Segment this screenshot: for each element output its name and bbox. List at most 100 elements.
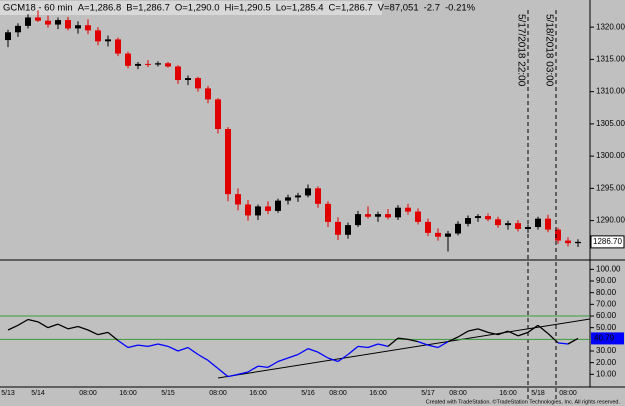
candle-body (235, 194, 241, 205)
candle-body (375, 214, 381, 217)
candle-body (145, 63, 151, 65)
candle-body (325, 203, 331, 222)
indicator-segment (417, 341, 429, 346)
indicator-segment (387, 337, 399, 347)
indicator-segment (567, 337, 579, 345)
indicator-segment (507, 330, 519, 337)
candle-body (205, 88, 211, 100)
candle-body (395, 207, 401, 218)
header-item: -2.7 (424, 3, 440, 14)
candle-body (5, 32, 11, 41)
indicator-segment (197, 353, 209, 361)
y-tick-label: 80.00 (596, 288, 617, 297)
indicator-segment (347, 345, 359, 356)
x-tick-label: 16:00 (249, 390, 267, 397)
candle-body (305, 188, 311, 196)
indicator-segment (437, 341, 449, 349)
candle-body (25, 17, 31, 26)
indicator-segment (87, 329, 99, 336)
indicator-segment (57, 323, 69, 330)
candle-body (555, 229, 561, 241)
header-item: Lo=1,285.4 (276, 3, 324, 14)
candle-body (115, 39, 121, 54)
candle-body (455, 223, 461, 234)
indicator-segment (97, 331, 109, 336)
indicator-segment (107, 331, 119, 342)
last-price-label: 1286.70 (593, 237, 622, 246)
indicator-segment (157, 343, 169, 347)
indicator-segment (477, 328, 489, 333)
y-tick-label: 1290.00 (596, 216, 625, 225)
header: GCM18 - 60 min A=1,286.8 B=1,286.7 O=1,290.… (3, 3, 476, 14)
candle-body (75, 25, 81, 29)
x-tick-label: 5/17 (421, 390, 435, 397)
candle-body (515, 223, 521, 229)
candle-body (255, 206, 261, 216)
x-tick-label: 08:00 (209, 390, 227, 397)
y-tick-label: 100.00 (596, 264, 621, 273)
candle-body (485, 216, 491, 220)
x-tick-label: 08:00 (79, 390, 97, 397)
x-tick-label: 5/14 (31, 390, 45, 397)
indicator-segment (307, 348, 319, 353)
candle-body (125, 53, 131, 66)
annotation-label: 5/17/2018 22:00 (515, 14, 526, 87)
candle-body (245, 204, 251, 216)
candle-body (405, 207, 411, 212)
indicator-segment (217, 367, 229, 378)
indicator-segment (557, 342, 569, 345)
indicator-segment (317, 351, 329, 359)
x-tick-label: 08:00 (329, 390, 347, 397)
indicator-segment (147, 343, 159, 347)
header-item: A=1,286.8 (78, 3, 122, 14)
indicator-segment (177, 346, 189, 352)
header-box (0, 1, 382, 15)
candle-body (425, 221, 431, 233)
annotation-label: 5/18/2018 03:00 (543, 14, 554, 87)
indicator-segment (237, 371, 249, 375)
candle-body (565, 240, 571, 244)
candle-body (575, 241, 581, 244)
x-tick-label: 16:00 (369, 390, 387, 397)
header-item: -0.21% (445, 3, 476, 14)
candle-body (225, 129, 231, 195)
candle-body (155, 63, 161, 65)
candle-body (65, 20, 71, 29)
header-item: B=1,286.7 (126, 3, 170, 14)
x-tick-label: 16:00 (499, 390, 517, 397)
y-tick-label: 1305.00 (596, 119, 625, 128)
x-tick-label: 5/18 (531, 390, 545, 397)
candle-body (355, 214, 361, 226)
candle-body (315, 188, 321, 204)
indicator-segment (327, 357, 339, 363)
indicator-segment (17, 318, 29, 326)
x-tick-label: 5/16 (301, 390, 315, 397)
candle-body (495, 219, 501, 226)
x-tick-label: 5/13 (1, 390, 15, 397)
candle-body (15, 25, 21, 33)
candle-body (135, 63, 141, 66)
indicator-segment (117, 339, 129, 349)
indicator-segment (77, 325, 89, 331)
candle-body (385, 214, 391, 218)
indicator-segment (287, 353, 299, 359)
indicator-segment (357, 345, 369, 349)
last-value-box (591, 332, 624, 345)
candle-body (365, 214, 371, 217)
indicator-segment (227, 373, 239, 378)
candle-body (415, 211, 421, 222)
indicator-segment (277, 357, 289, 363)
candle-body (295, 195, 301, 198)
indicator-segment (527, 324, 539, 333)
indicator-segment (67, 325, 79, 330)
indicator-segment (407, 338, 419, 343)
candle-body (105, 39, 111, 42)
candle-body (285, 197, 291, 201)
last-value-label: 40.79 (594, 334, 615, 343)
y-tick-label: 90.00 (596, 276, 617, 285)
candle-body (55, 20, 61, 25)
y-tick-label: 1310.00 (596, 87, 625, 96)
indicator-segment (167, 345, 179, 352)
candle-body (35, 17, 41, 21)
